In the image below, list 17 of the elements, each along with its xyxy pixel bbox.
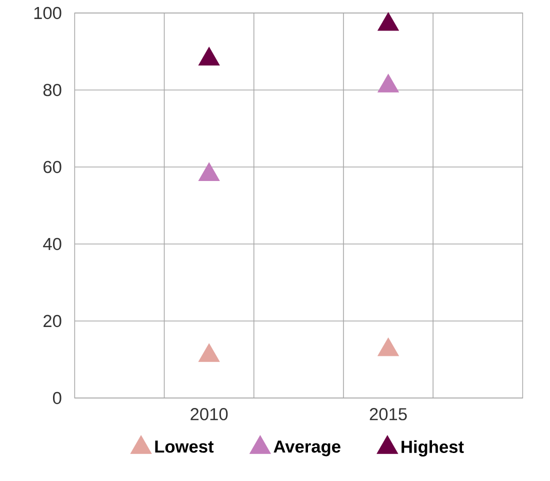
y-tick-label: 100	[34, 6, 62, 20]
y-tick-label: 80	[43, 84, 62, 96]
legend-label: Highest	[402, 440, 464, 457]
legend-label: Average	[274, 440, 340, 456]
y-tick-label: 20	[44, 314, 62, 328]
x-tick-label: 2015	[370, 408, 407, 420]
point	[198, 46, 220, 66]
y-tick-label: 0	[52, 392, 62, 404]
y-tick-label: 60	[44, 160, 62, 174]
point	[378, 74, 399, 92]
point	[378, 338, 399, 356]
x-tick-label: 2010	[190, 408, 228, 420]
legend-label: Lowest	[155, 440, 214, 453]
point	[378, 12, 399, 31]
point	[198, 343, 220, 362]
point	[198, 162, 220, 181]
y-tick-label: 40	[43, 238, 62, 250]
